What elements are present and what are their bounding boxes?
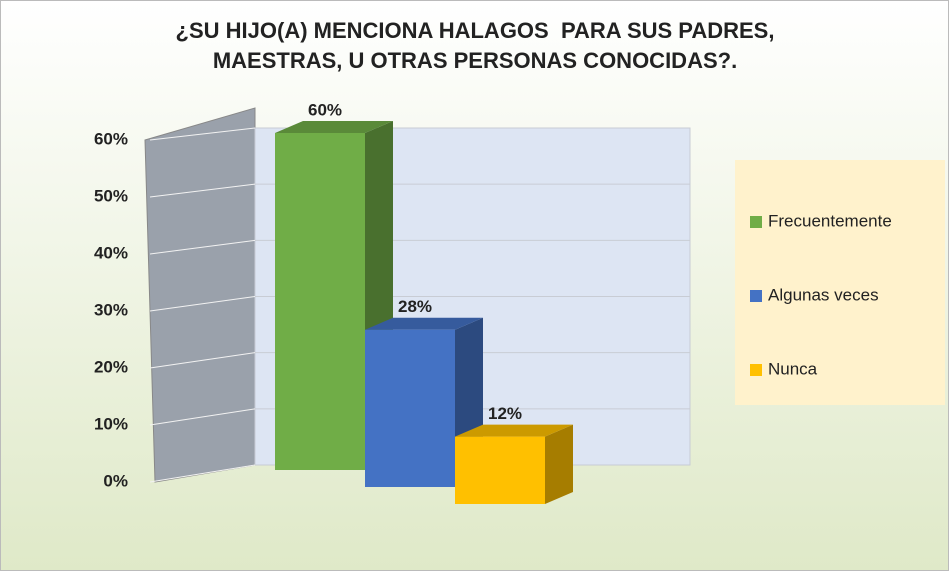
side-wall: [144, 107, 256, 483]
grid-line: [149, 408, 256, 426]
y-tick-label: 50%: [94, 186, 128, 205]
bar: [455, 436, 545, 504]
y-tick-label: 20%: [94, 357, 128, 376]
legend-swatch: [750, 216, 762, 228]
grid-line: [149, 239, 256, 255]
grid-line: [149, 127, 256, 141]
bar-top: [365, 317, 483, 330]
legend-box: [735, 160, 945, 405]
legend-label: Algunas veces: [768, 285, 879, 304]
y-tick-label: 40%: [94, 243, 128, 262]
bar-side: [545, 424, 573, 504]
data-label: 12%: [488, 404, 522, 423]
y-tick-label: 10%: [94, 414, 128, 433]
data-label: 28%: [398, 297, 432, 316]
bar-top: [455, 424, 573, 437]
y-tick-label: 30%: [94, 300, 128, 319]
grid-line: [149, 296, 256, 312]
grid-line: [149, 183, 256, 198]
legend-swatch: [750, 290, 762, 302]
legend-swatch: [750, 364, 762, 376]
legend-label: Nunca: [768, 359, 818, 378]
y-tick-label: 0%: [103, 471, 128, 490]
bar-top: [275, 121, 393, 133]
bar: [275, 133, 365, 470]
legend-label: Frecuentemente: [768, 211, 892, 230]
y-tick-label: 60%: [94, 129, 128, 148]
grid-line: [149, 352, 256, 369]
bar: [365, 329, 455, 487]
data-label: 60%: [308, 100, 342, 119]
grid-line: [149, 464, 256, 483]
chart-title: ¿SU HIJO(A) MENCIONA HALAGOS PARA SUS PA…: [175, 18, 781, 73]
